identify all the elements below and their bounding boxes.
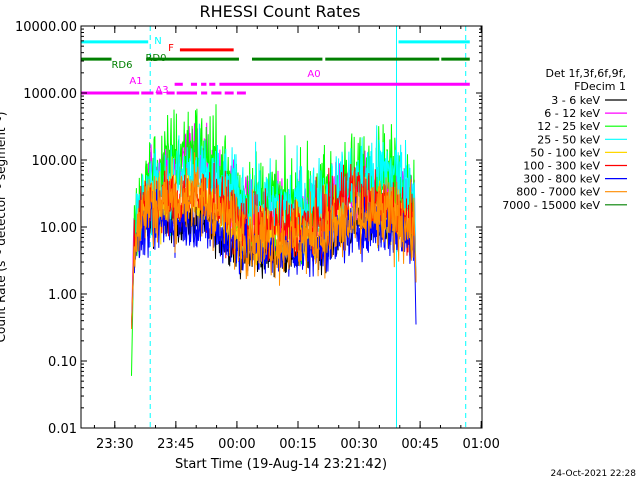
legend-label: 100 - 300 keV <box>523 160 600 173</box>
y-tick-label: 1.00 <box>48 288 77 303</box>
footer-timestamp: 24-Oct-2021 22:28 <box>551 469 637 479</box>
y-axis-label: Count Rate (s⁻¹ detector⁻¹ segment⁻¹) <box>0 112 8 343</box>
series-line <box>131 152 417 330</box>
x-tick-label: 00:45 <box>401 437 438 452</box>
x-tick-label: 01:00 <box>462 437 499 452</box>
chart-title: RHESSI Count Rates <box>200 2 361 21</box>
flag-label: RD0 <box>145 53 166 64</box>
legend-label: 50 - 100 keV <box>530 146 600 159</box>
flag-label: A0 <box>307 69 320 80</box>
flag-label: RD6 <box>111 60 132 71</box>
series-layer <box>131 104 417 376</box>
flag-label: A1 <box>129 76 142 87</box>
x-tick-label: 00:15 <box>279 437 316 452</box>
flag-label: A3 <box>155 85 168 96</box>
flag-label: F <box>168 43 174 54</box>
legend-header-line-1: Det 1f,3f,6f,9f, <box>545 67 626 80</box>
flag-label: N <box>154 36 161 47</box>
y-tick-label: 1000.00 <box>23 87 77 102</box>
legend-label: 300 - 800 keV <box>523 173 600 186</box>
y-tick-label: 100.00 <box>32 154 78 169</box>
state-flags <box>81 40 470 95</box>
y-tick-label: 10.00 <box>40 221 77 236</box>
legend-label: 7000 - 15000 keV <box>502 199 600 212</box>
legend-header-line-2: FDecim 1 <box>574 80 626 93</box>
axes: 0.01 0.10 1.00 10.00 100.00 1000.00 10000.00 23… <box>15 20 500 452</box>
legend-label: 800 - 7000 keV <box>516 186 600 199</box>
legend-label: 12 - 25 keV <box>537 120 600 133</box>
x-tick-label: 00:00 <box>218 437 255 452</box>
legend-label: 25 - 50 keV <box>537 133 600 146</box>
x-tick-label: 23:45 <box>157 437 194 452</box>
y-tick-label: 0.10 <box>48 355 77 370</box>
x-tick-label: 23:30 <box>96 437 133 452</box>
x-axis-label: Start Time (19-Aug-14 23:21:42) <box>175 457 387 472</box>
y-tick-label: 10000.00 <box>15 20 77 35</box>
x-tick-label: 00:30 <box>340 437 377 452</box>
legend-label: 3 - 6 keV <box>551 94 600 107</box>
y-tick-label: 0.01 <box>48 422 77 437</box>
legend-label: 6 - 12 keV <box>544 107 600 120</box>
